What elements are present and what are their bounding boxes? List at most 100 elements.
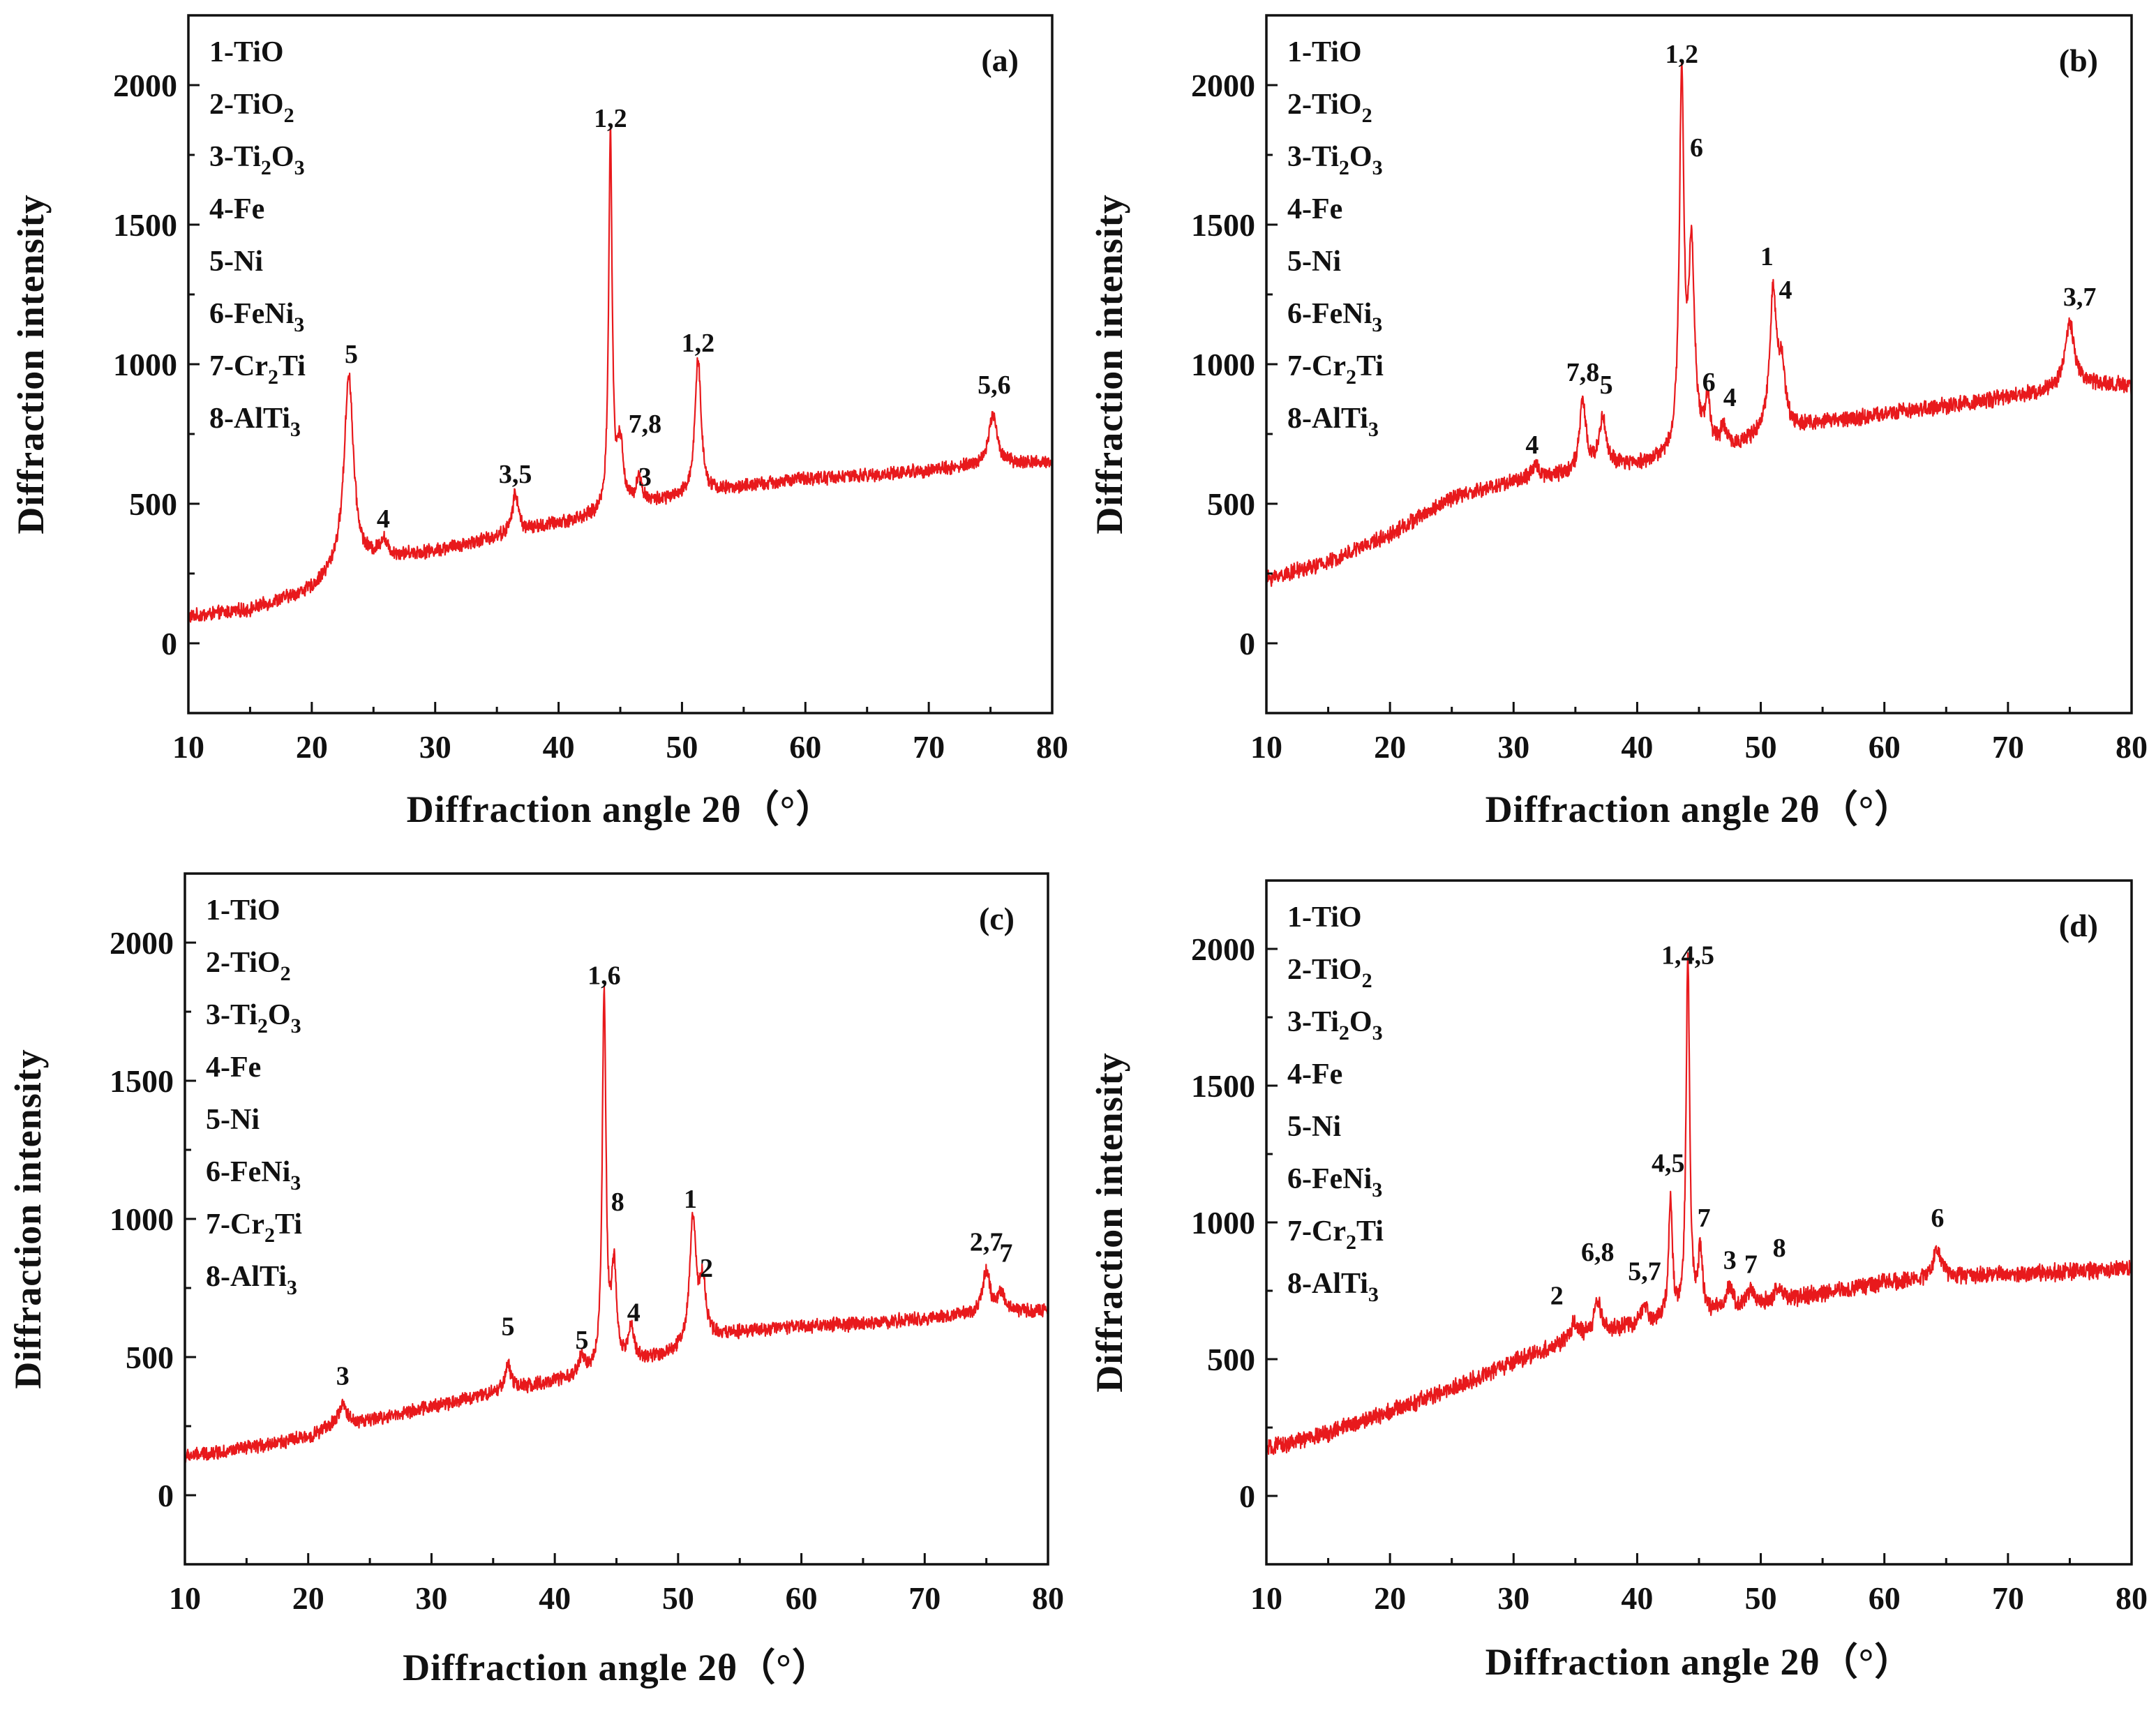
xrd-series-line xyxy=(1265,59,2133,587)
peak-annotation: 4,5 xyxy=(1652,1148,1685,1178)
x-axis-title: Diffraction angle 2θ（°） xyxy=(407,788,834,830)
y-tick-label: 1500 xyxy=(1191,1068,1255,1104)
x-axis-title: Diffraction angle 2θ（°） xyxy=(1485,1641,1913,1683)
legend-entry: 7-Cr2Ti xyxy=(209,350,306,389)
legend-entry: 1-TiO xyxy=(209,36,284,68)
x-tick-label: 70 xyxy=(908,1580,941,1616)
y-axis-title: Diffraction intensity xyxy=(1088,1052,1130,1392)
x-tick-label: 70 xyxy=(1992,729,2024,765)
xrd-series-line xyxy=(184,986,1049,1463)
legend-entry: 5-Ni xyxy=(206,1104,260,1136)
x-tick-label: 40 xyxy=(1621,729,1653,765)
peak-annotation: 6 xyxy=(1931,1204,1944,1233)
legend-entry: 6-FeNi3 xyxy=(209,298,304,336)
legend-entry: 5-Ni xyxy=(1287,246,1341,278)
peak-annotation: 2 xyxy=(1550,1282,1564,1311)
y-tick-label: 1500 xyxy=(1191,207,1255,243)
x-tick-label: 40 xyxy=(539,1580,571,1616)
peak-annotation: 1,2 xyxy=(682,329,715,358)
legend-entry: 6-FeNi3 xyxy=(206,1156,301,1194)
peak-annotation: 5,6 xyxy=(978,370,1011,400)
x-tick-label: 80 xyxy=(2116,1580,2148,1616)
peak-annotation: 3,7 xyxy=(2063,283,2097,312)
legend-entry: 1-TiO xyxy=(1287,36,1362,68)
x-tick-label: 50 xyxy=(662,1580,694,1616)
y-axis-title: Diffraction intensity xyxy=(7,1049,49,1388)
legend-entry: 6-FeNi3 xyxy=(1287,298,1382,336)
xrd-series-line xyxy=(187,126,1054,623)
x-tick-label: 30 xyxy=(419,729,451,765)
peak-annotation: 4 xyxy=(627,1298,641,1328)
phase-legend: 1-TiO 2-TiO2 3-Ti2O3 4-Fe 5-Ni 6-FeNi3 7-Cr2Ti… xyxy=(1287,36,1384,441)
legend-entry: 4-Fe xyxy=(209,193,264,225)
peak-annotation: 5 xyxy=(501,1312,514,1341)
y-tick-label: 2000 xyxy=(1191,68,1255,103)
panel-label: (b) xyxy=(2059,43,2098,78)
peak-annotation: 8 xyxy=(1773,1234,1786,1263)
y-tick-label: 1000 xyxy=(113,347,177,382)
phase-legend: 1-TiO 2-TiO2 3-Ti2O3 4-Fe 5-Ni 6-FeNi3 7-Cr2Ti… xyxy=(1287,901,1384,1306)
peak-annotation: 7 xyxy=(1698,1204,1711,1233)
x-tick-label: 10 xyxy=(169,1580,201,1616)
x-tick-label: 20 xyxy=(1374,729,1406,765)
peak-annotation: 3 xyxy=(1723,1246,1737,1275)
legend-entry: 7-Cr2Ti xyxy=(1287,350,1384,389)
legend-entry: 1-TiO xyxy=(206,894,280,927)
legend-entry: 8-AlTi3 xyxy=(1287,1268,1379,1306)
y-tick-label: 500 xyxy=(1207,1342,1255,1377)
x-tick-label: 80 xyxy=(1032,1580,1064,1616)
legend-entry: 2-TiO2 xyxy=(206,947,291,985)
peak-annotation: 7 xyxy=(999,1238,1012,1268)
y-tick-label: 500 xyxy=(126,1340,174,1375)
legend-entry: 8-AlTi3 xyxy=(1287,403,1379,441)
y-tick-label: 0 xyxy=(158,1478,174,1513)
phase-legend: 1-TiO 2-TiO2 3-Ti2O3 4-Fe 5-Ni 6-FeNi3 7-Cr2Ti… xyxy=(206,894,302,1299)
x-tick-label: 20 xyxy=(1374,1580,1406,1616)
y-axis-title: Diffraction intensity xyxy=(1088,194,1130,534)
x-tick-label: 10 xyxy=(1250,729,1282,765)
y-tick-label: 2000 xyxy=(110,925,174,961)
y-tick-label: 2000 xyxy=(1191,931,1255,967)
panel-label: (a) xyxy=(981,43,1019,78)
x-tick-label: 70 xyxy=(1992,1580,2024,1616)
legend-entry: 2-TiO2 xyxy=(1287,954,1372,992)
legend-entry: 8-AlTi3 xyxy=(209,403,301,441)
chart-panel-c: 10 20 30 40 50 60 70 80 0 500 1000 1500 2000 Diffract… xyxy=(7,872,1064,1688)
y-tick-label: 0 xyxy=(161,626,177,661)
legend-entry: 3-Ti2O3 xyxy=(206,999,301,1038)
legend-entry: 6-FeNi3 xyxy=(1287,1163,1382,1201)
legend-entry: 2-TiO2 xyxy=(209,89,294,127)
x-tick-label: 30 xyxy=(415,1580,447,1616)
x-tick-label: 60 xyxy=(789,729,821,765)
y-tick-label: 1500 xyxy=(113,207,177,243)
legend-entry: 3-Ti2O3 xyxy=(209,141,305,179)
peak-annotation: 2 xyxy=(700,1254,713,1283)
peak-annotation: 6 xyxy=(1702,368,1716,397)
peak-annotation: 6,8 xyxy=(1581,1238,1615,1267)
legend-entry: 5-Ni xyxy=(1287,1111,1341,1143)
legend-entry: 4-Fe xyxy=(1287,193,1342,225)
chart-panel-d: 10 20 30 40 50 60 70 80 0 500 1000 1500 2000 Diffract… xyxy=(1088,879,2148,1683)
peak-annotation: 6 xyxy=(1690,133,1703,163)
legend-entry: 4-Fe xyxy=(206,1051,261,1084)
y-axis-title: Diffraction intensity xyxy=(10,194,52,534)
peak-annotation: 1,4,5 xyxy=(1661,941,1714,971)
x-tick-label: 80 xyxy=(1036,729,1068,765)
peak-annotation: 1,2 xyxy=(1665,40,1698,69)
peak-annotation: 1 xyxy=(1760,242,1774,271)
xrd-series-line xyxy=(1266,952,2133,1455)
x-tick-label: 30 xyxy=(1497,729,1529,765)
x-tick-label: 70 xyxy=(913,729,945,765)
x-tick-label: 50 xyxy=(666,729,698,765)
peak-annotation: 1,6 xyxy=(587,961,621,990)
panel-label: (c) xyxy=(979,901,1015,936)
peak-annotation: 2,7 xyxy=(970,1228,1003,1257)
peak-annotation: 4 xyxy=(1723,383,1737,412)
x-tick-label: 20 xyxy=(296,729,328,765)
peak-annotation: 8 xyxy=(611,1188,624,1217)
legend-entry: 1-TiO xyxy=(1287,901,1362,934)
x-tick-label: 50 xyxy=(1745,1580,1777,1616)
peak-annotation: 3 xyxy=(638,463,652,492)
phase-legend: 1-TiO 2-TiO2 3-Ti2O3 4-Fe 5-Ni 6-FeNi3 7-Cr2Ti… xyxy=(209,36,306,441)
x-tick-label: 60 xyxy=(786,1580,818,1616)
